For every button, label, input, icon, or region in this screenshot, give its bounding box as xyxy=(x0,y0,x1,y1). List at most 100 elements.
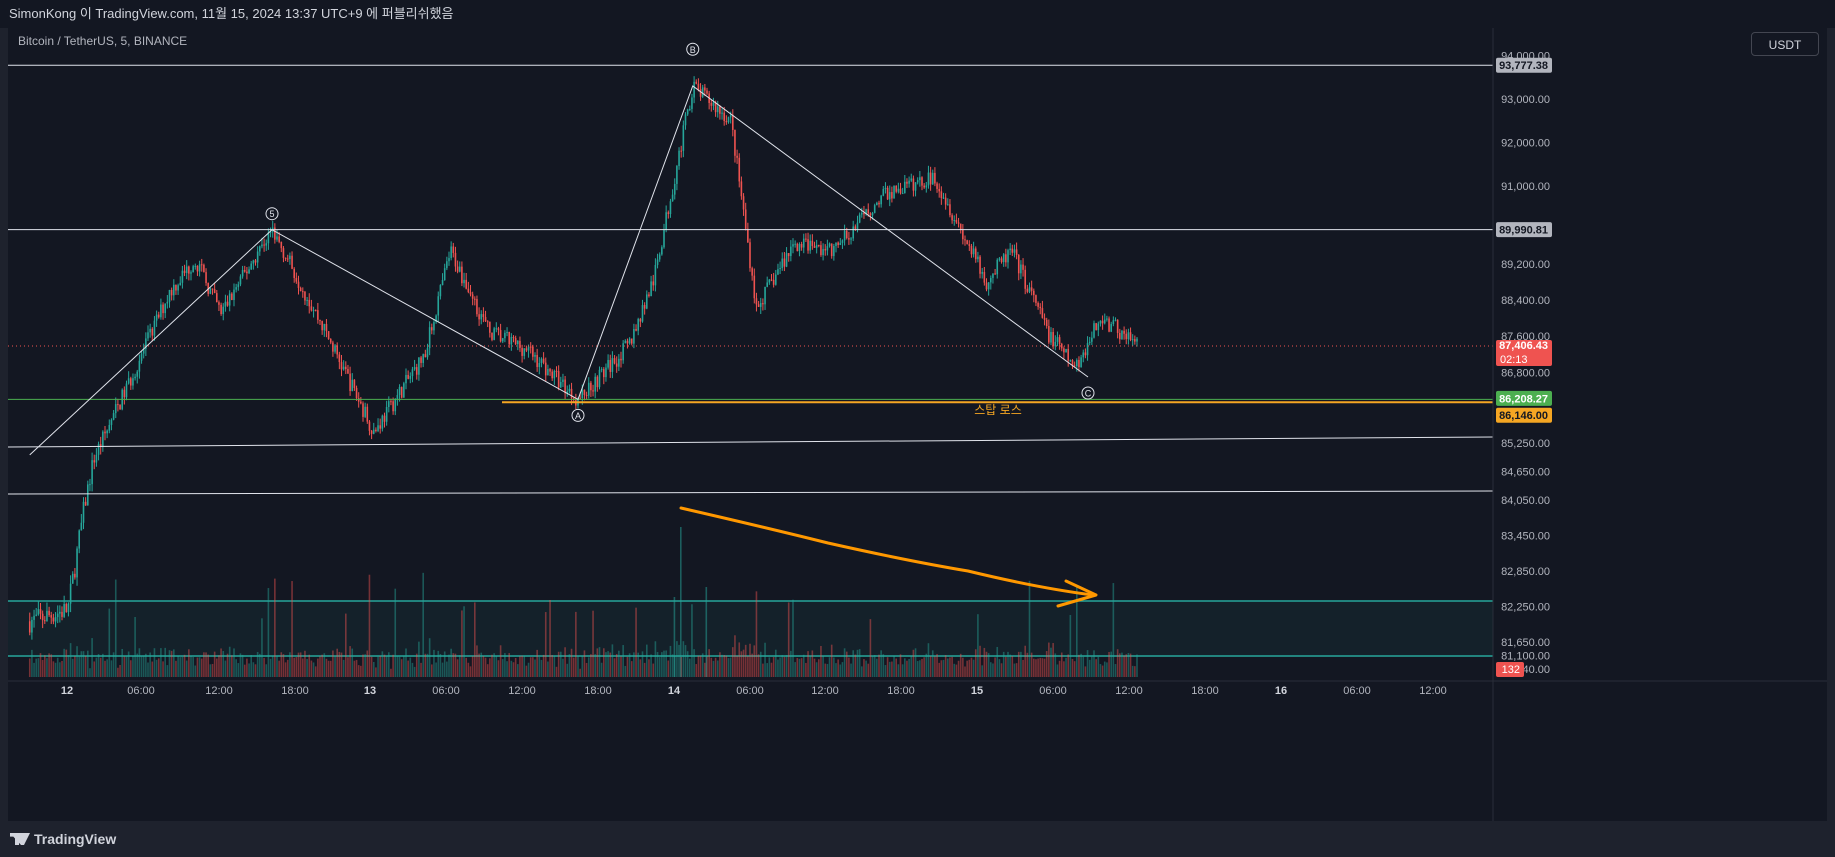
candle-body xyxy=(596,376,599,388)
chart-area[interactable]: 스탑 로스 5 A B C 94,000.00 93,000.00 92,000.00 91,0… xyxy=(8,28,1827,821)
candle-body xyxy=(183,270,186,274)
candle-body xyxy=(65,604,68,613)
candle-body xyxy=(964,239,966,241)
candle-body xyxy=(338,354,341,363)
candle-body xyxy=(693,81,695,98)
candle-body xyxy=(226,301,229,306)
volume-bar xyxy=(603,648,605,677)
volume-bar xyxy=(809,656,811,677)
volume-bar xyxy=(471,656,474,677)
candle-body xyxy=(125,383,128,398)
volume-bar xyxy=(1136,654,1138,677)
x-tick-label: 06:00 xyxy=(736,685,764,697)
volume-bar xyxy=(757,654,760,677)
candle-body xyxy=(914,182,917,191)
volume-bar xyxy=(1114,664,1117,677)
candle-body xyxy=(276,236,278,240)
candle-body xyxy=(716,106,719,113)
volume-bar xyxy=(1125,654,1128,677)
candle-body xyxy=(93,460,96,463)
x-tick-label: 18:00 xyxy=(887,685,915,697)
candle-body xyxy=(56,613,59,618)
volume-bar xyxy=(261,618,263,677)
candle-body xyxy=(474,298,476,300)
volume-bar xyxy=(112,652,115,677)
candle-body xyxy=(931,172,934,185)
candle-body xyxy=(355,387,358,399)
volume-bar xyxy=(983,647,986,677)
volume-bar xyxy=(67,655,70,677)
candle-body xyxy=(983,272,986,283)
x-tick-label: 15 xyxy=(971,685,983,697)
volume-bar xyxy=(166,665,169,677)
price-chart[interactable]: 스탑 로스5ABC94,000.0093,000.0092,000.0091,0… xyxy=(8,28,1827,821)
volume-bar xyxy=(426,653,429,677)
volume-bar xyxy=(248,663,250,677)
candle-body xyxy=(41,613,44,621)
volume-bar xyxy=(1127,652,1130,677)
candle-body xyxy=(684,114,687,126)
candle-body xyxy=(628,338,631,344)
candle-body xyxy=(153,320,156,336)
candle-body xyxy=(686,109,689,115)
volume-bar xyxy=(1097,656,1100,677)
volume-bar xyxy=(751,653,753,677)
candle-body xyxy=(689,108,691,110)
volume-bar xyxy=(338,651,341,677)
candle-body xyxy=(259,246,261,252)
volume-bar xyxy=(727,658,730,677)
candle-body xyxy=(835,242,837,246)
volume-tag-bg xyxy=(1496,662,1524,677)
candle-body xyxy=(99,444,102,447)
candle-body xyxy=(830,243,833,257)
volume-bar xyxy=(884,665,887,677)
candle-body xyxy=(1093,323,1095,338)
candle-body xyxy=(828,243,831,247)
volume-bar xyxy=(940,660,943,677)
currency-selector[interactable]: USDT xyxy=(1751,32,1819,56)
volume-bar xyxy=(1119,653,1121,677)
candle-body xyxy=(491,332,493,340)
volume-bar xyxy=(409,657,412,677)
candle-body xyxy=(845,230,848,239)
volume-bar xyxy=(1101,665,1104,677)
volume-bar xyxy=(1050,647,1052,677)
y-tick-label: 84,050.00 xyxy=(1501,495,1550,507)
volume-bar xyxy=(289,652,291,677)
candle-body xyxy=(278,236,280,242)
volume-bar xyxy=(388,652,390,677)
volume-bar xyxy=(970,657,973,677)
candle-body xyxy=(712,102,715,106)
volume-bar xyxy=(835,663,837,677)
volume-bar xyxy=(398,656,401,677)
volume-bar xyxy=(742,649,745,677)
candle-body xyxy=(110,419,113,425)
volume-bar xyxy=(198,657,201,677)
volume-bar xyxy=(347,657,349,677)
volume-bar xyxy=(360,665,362,677)
candle-body xyxy=(235,287,237,290)
candle-body xyxy=(820,245,822,256)
candle-body xyxy=(1101,320,1104,324)
volume-bar xyxy=(654,641,657,677)
volume-bar xyxy=(463,606,465,677)
candle-body xyxy=(480,314,483,320)
candle-body xyxy=(390,401,392,403)
candle-body xyxy=(1123,330,1125,334)
volume-bar xyxy=(1020,651,1022,677)
tradingview-logo[interactable]: TradingView xyxy=(10,831,116,847)
volume-bar xyxy=(841,662,844,677)
candle-body xyxy=(695,81,698,84)
candle-body xyxy=(366,406,369,422)
countdown-tag: 02:13 xyxy=(1500,354,1528,366)
candle-body xyxy=(95,454,98,463)
volume-bar xyxy=(949,657,951,677)
volume-bar xyxy=(843,648,846,677)
candle-body xyxy=(641,305,644,322)
volume-bar xyxy=(95,657,98,677)
volume-bar xyxy=(205,652,207,677)
volume-bar xyxy=(600,662,603,677)
candle-body xyxy=(514,338,517,345)
volume-bar xyxy=(349,646,351,677)
volume-bar xyxy=(362,654,364,677)
